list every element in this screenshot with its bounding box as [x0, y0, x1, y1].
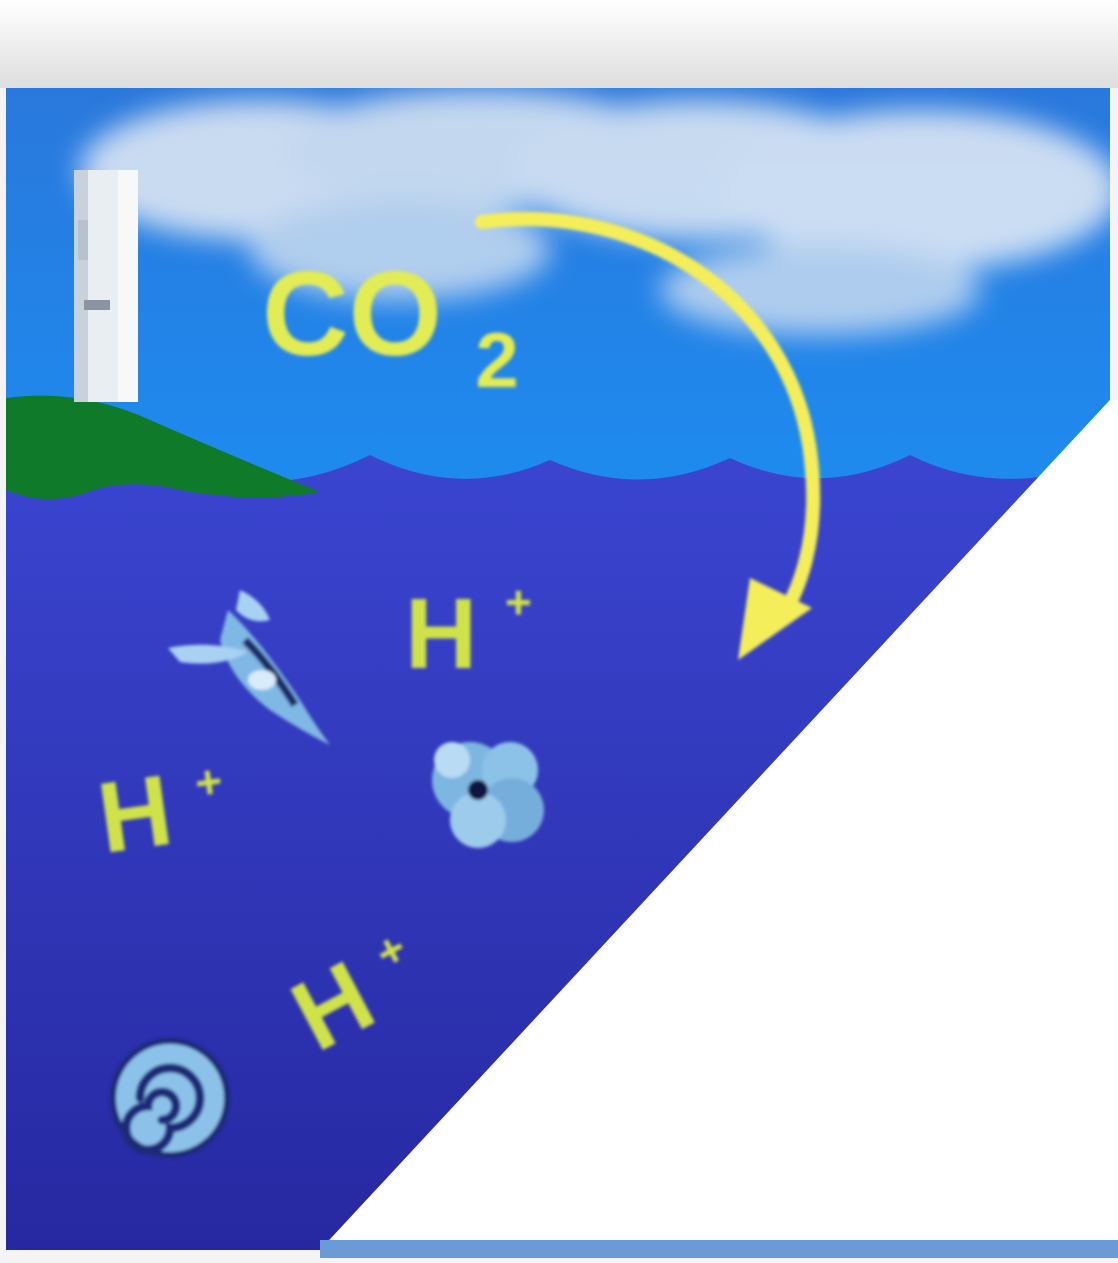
blank-corner [320, 400, 1118, 1258]
co2-label-subscript: 2 [475, 316, 518, 404]
ammonite-shell-icon [110, 1038, 230, 1158]
top-band [0, 0, 1118, 88]
coastline-land [6, 395, 320, 499]
co2-label: CO 2 [262, 247, 519, 404]
coccolith-icon [432, 742, 544, 848]
hydrogen-ion-charge: + [505, 576, 532, 628]
smokestack-icon [74, 170, 138, 402]
co2-absorption-arrow [475, 211, 821, 660]
hydrogen-ion-symbol: H [405, 578, 477, 690]
hydrogen-ion-symbol: H [92, 754, 179, 875]
co2-label-main: CO [262, 247, 442, 381]
bottom-strip [320, 1240, 1118, 1258]
hydrogen-ion-label: H + [92, 746, 233, 875]
hydrogen-ion-label: H + [405, 576, 532, 690]
pteropod-icon [168, 590, 330, 745]
